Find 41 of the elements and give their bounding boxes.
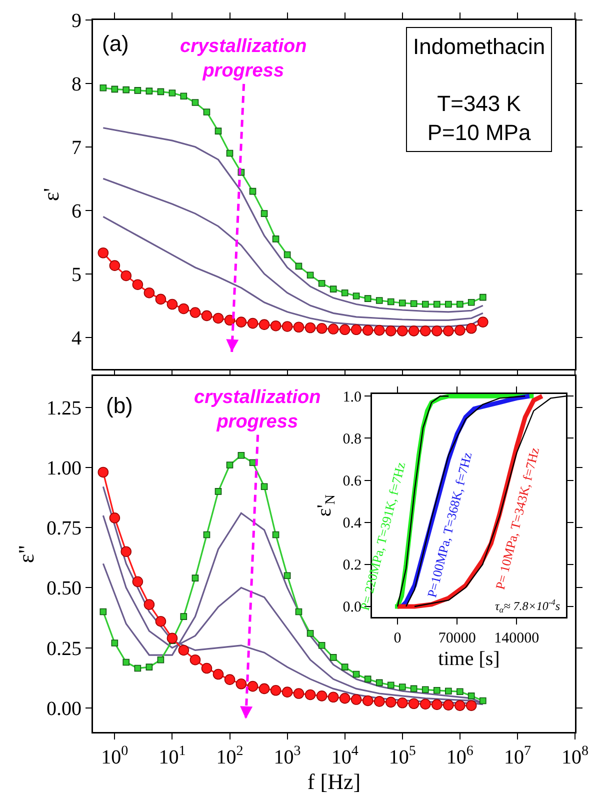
x-tick-label: 0: [394, 630, 402, 646]
y-tick-label: 0.00: [46, 698, 82, 720]
x-tick-label: 10$^{0}$: [101, 744, 128, 768]
y-tick-label: 1.25: [46, 397, 82, 420]
x-tick-label: 10$^{4}$: [331, 744, 358, 768]
x-tick-label: 70000: [438, 630, 476, 646]
y-tick-label: 0.25: [46, 638, 82, 660]
y-tick-label: 9: [72, 10, 82, 32]
y-tick-label: 6: [72, 200, 82, 222]
y-tick-label: 5: [72, 264, 82, 286]
text: Indomethacin T=343 K P=10 MPa: [413, 34, 546, 145]
x-tick-label: 10$^{3}$: [274, 744, 301, 768]
y-tick-label: 1.00: [46, 457, 82, 480]
x-tick-label: 10$^{6}$: [446, 744, 474, 768]
y-tick-label: 8: [72, 73, 82, 96]
x-tick-label: 10$^{2}$: [216, 744, 244, 768]
y-tick-label: 0.6: [342, 474, 362, 490]
text: P= 10MPa, T=343K, f=7Hz: [492, 446, 542, 591]
y-tick-label: 0.4: [342, 516, 362, 532]
x-axis-title: f [Hz]: [307, 769, 361, 794]
annotation: (a): [102, 31, 129, 56]
y-tick-label: 0.50: [46, 578, 82, 600]
x-axis-title: time [s]: [438, 648, 500, 670]
y-tick-label: 0.75: [46, 518, 82, 540]
y-tick-label: 4: [72, 327, 82, 350]
annotation: crystallization progress: [194, 387, 321, 433]
x-tick-label: 10$^{8}$: [562, 744, 588, 768]
x-tick-label: 140000: [494, 630, 540, 646]
annotation: τ$_{α}$≈ 7.8×10$^{-4}$s: [495, 598, 560, 615]
x-tick-label: 10$^{1}$: [158, 744, 186, 768]
y-axis-title: ε': [38, 188, 64, 202]
y-tick-label: 0.8: [342, 431, 362, 448]
y-tick-label: 1.0: [342, 389, 362, 406]
y-axis-title: ε": [14, 544, 39, 564]
annotation: (b): [106, 393, 133, 418]
x-tick-label: 10$^{5}$: [388, 744, 416, 768]
y-tick-label: 7: [72, 136, 82, 159]
x-tick-label: 10$^{7}$: [504, 744, 531, 768]
y-tick-label: 0.0: [342, 600, 362, 616]
y-tick-label: 0.2: [342, 558, 362, 574]
annotation: crystallization progress: [180, 36, 307, 82]
